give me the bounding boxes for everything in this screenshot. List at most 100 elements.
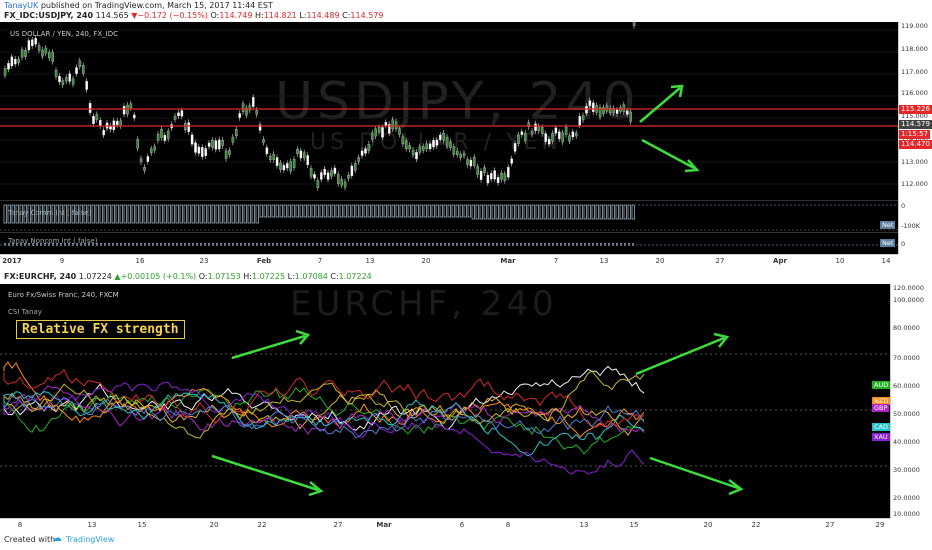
bottom-open-label: O:: [198, 272, 208, 281]
comm-tick-1: -100K: [901, 222, 921, 230]
time-tick: 27: [715, 257, 725, 265]
net-badge: Net: [880, 221, 896, 229]
price-tick: 118.000: [901, 45, 928, 53]
top-close: 114.579: [350, 11, 384, 20]
currency-badge: NZD: [872, 397, 891, 405]
net-badge-2: Net: [880, 239, 896, 247]
time-tick: 7: [317, 257, 323, 265]
price-tick: 116.000: [901, 89, 928, 97]
top-chart-title: US DOLLAR / YEN, 240, FX_IDC: [10, 30, 118, 38]
time-tick: 20: [703, 521, 713, 529]
comm-tick-0: 0: [901, 202, 906, 210]
time-tick: 10: [835, 257, 845, 265]
time-tick: Apr: [773, 257, 787, 265]
time-tick: 6: [459, 521, 465, 529]
time-tick: Feb: [256, 257, 272, 265]
top-time-axis[interactable]: 2017 9 16 23 Feb 7 13 20 Mar 7 13 20 27 Apr 10 14: [0, 254, 898, 269]
created-with-label: Created with: [4, 535, 56, 544]
bottom-last-price: 1.07224: [78, 272, 112, 281]
top-change: −0.172 (−0.15%): [137, 11, 208, 20]
up-triangle-icon: ▲: [114, 272, 121, 281]
csi-value-tick: 10.0000: [893, 510, 920, 518]
top-close-label: C:: [342, 11, 351, 20]
time-tick: 2017: [2, 257, 22, 265]
csi-value-tick: 80.0000: [893, 324, 920, 332]
top-chart-header: TanayUK published on TradingView.com, Ma…: [0, 0, 932, 22]
time-tick: 16: [135, 257, 145, 265]
comm-int-label: Tanay Comm Int ( false): [8, 209, 92, 217]
time-tick: 15: [137, 521, 147, 529]
noncom-tick-0: 0: [901, 240, 906, 248]
bottom-chart-title: Euro Fx/Swiss Franc, 240, FXCM: [8, 291, 119, 299]
time-tick: 13: [87, 521, 97, 529]
bottom-symbol[interactable]: FX:EURCHF, 240: [4, 272, 77, 281]
time-tick: 13: [579, 521, 589, 529]
time-tick: 13: [599, 257, 609, 265]
price-tick: 113.000: [901, 158, 928, 166]
bottom-low-label: L:: [287, 272, 295, 281]
down-arrow-icon: [211, 454, 319, 492]
top-arrows: [639, 84, 700, 173]
time-tick: 7: [553, 257, 559, 265]
top-price-axis[interactable]: 119.000 118.000 117.000 116.000 115.000 114.0…: [898, 22, 932, 200]
time-tick: 15: [629, 521, 639, 529]
time-tick: 9: [59, 257, 65, 265]
csi-indicator-label: CSI Tanay: [8, 308, 42, 316]
usdjpy-watermark: USDJPY, 240: [275, 72, 640, 132]
down-arrow-icon: ▼: [131, 11, 138, 20]
csi-value-tick: 40.0000: [893, 438, 920, 446]
bottom-chart-header: FX:EURCHF, 240 1.07224 ▲+0.00105 (+0.1%)…: [0, 270, 932, 284]
price-tick: 119.000: [901, 22, 928, 30]
time-tick: 8: [17, 521, 23, 529]
currency-badge: CAD: [872, 423, 890, 431]
csi-value-tick: 50.0000: [893, 410, 920, 418]
csi-value-axis[interactable]: 120.0000 100.0000 80.0000 70.0000 60.0000 50.…: [890, 284, 932, 518]
comm-int-axis: 0 -100K: [898, 200, 932, 232]
top-open: 114.749: [219, 11, 253, 20]
usdjpy-price-panel[interactable]: USDJPY, 240 US DOLLAR / YEN US DOLLAR / …: [0, 22, 898, 200]
currency-badge: XAU: [872, 433, 890, 441]
bottom-low: 1.07084: [294, 272, 328, 281]
price-tick: 115.000: [901, 112, 928, 120]
bottom-time-axis[interactable]: 8 13 15 20 22 27 Mar 6 8 13 15 20 22 27 29: [0, 518, 890, 531]
tradingview-logo[interactable]: TradingView: [66, 535, 115, 544]
up-arrow-icon: [639, 87, 681, 123]
bottom-close-label: C:: [330, 272, 339, 281]
csi-value-tick: 70.0000: [893, 354, 920, 362]
usdjpy-candles: [0, 22, 898, 191]
currency-badge: AUD: [872, 381, 891, 389]
time-tick: 29: [875, 521, 885, 529]
author-link[interactable]: TanayUK: [4, 1, 39, 10]
relative-fx-strength-annotation: Relative FX strength: [16, 320, 185, 339]
bottom-close: 1.07224: [338, 272, 372, 281]
top-last-price: 114.565: [95, 11, 129, 20]
noncom-int-label: Tanay Noncom Int ( false): [8, 237, 98, 245]
comm-int-panel[interactable]: Tanay Comm Int ( false) Net: [0, 200, 898, 233]
currency-badge: GBP: [872, 404, 890, 412]
time-tick: 8: [505, 521, 511, 529]
price-tick: 117.000: [901, 68, 928, 76]
top-symbol[interactable]: FX_IDC:USDJPY, 240: [4, 11, 94, 20]
countdown-tag: 1:15:57: [899, 130, 930, 139]
bottom-high: 1.07225: [251, 272, 286, 281]
noncom-int-panel[interactable]: Tanay Noncom Int ( false) Net: [0, 232, 898, 255]
csi-value-tick: 60.0000: [893, 382, 920, 390]
time-tick: 20: [421, 257, 431, 265]
bottom-open: 1.07153: [207, 272, 241, 281]
up-arrow-icon: [635, 336, 725, 376]
footer: Created with ☁ TradingView: [0, 530, 932, 550]
down-arrow-icon: [641, 138, 695, 170]
comm-int-bars: [0, 204, 898, 231]
top-low-label: L:: [299, 11, 307, 20]
time-tick: 22: [257, 521, 267, 529]
top-open-label: O:: [210, 11, 220, 20]
up-arrow-icon: [231, 334, 306, 360]
top-high-label: H:: [254, 11, 264, 20]
time-tick: 20: [209, 521, 219, 529]
time-tick: Mar: [500, 257, 516, 265]
noncom-int-bars: [0, 243, 898, 246]
time-tick: 14: [881, 257, 891, 265]
support-price-tag: 114.470: [899, 140, 932, 149]
bottom-high-label: H:: [243, 272, 252, 281]
csi-lines: [0, 353, 890, 475]
